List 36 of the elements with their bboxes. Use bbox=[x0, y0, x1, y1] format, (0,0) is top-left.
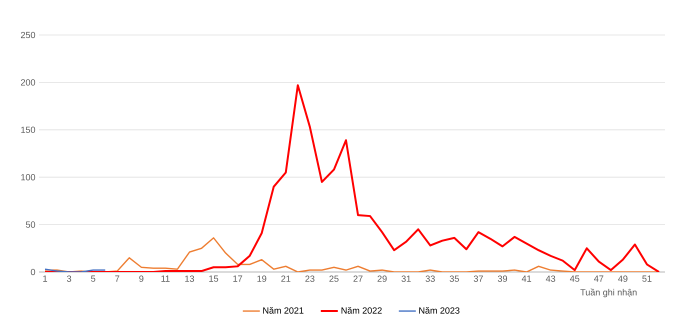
x-tick-label: 35 bbox=[450, 276, 459, 282]
y-tick-label: 200 bbox=[20, 79, 36, 86]
x-tick-label: 31 bbox=[402, 276, 411, 282]
x-tick-label: 9 bbox=[139, 276, 144, 282]
x-tick-label: 37 bbox=[474, 276, 483, 282]
x-tick-label: 47 bbox=[594, 276, 604, 282]
x-tick-label: 49 bbox=[618, 276, 628, 282]
x-tick-label: 17 bbox=[233, 276, 242, 282]
x-tick-label: 11 bbox=[161, 276, 170, 282]
x-axis-title: Tuần ghi nhận bbox=[580, 288, 637, 298]
x-tick-label: 23 bbox=[305, 276, 314, 282]
y-tick-label: 250 bbox=[20, 32, 36, 38]
legend-label: Năm 2022 bbox=[342, 307, 382, 314]
x-tick-label: 25 bbox=[329, 276, 339, 282]
x-tick-label: 45 bbox=[570, 276, 580, 282]
y-tick-label: 100 bbox=[21, 174, 36, 180]
x-tick-label: 21 bbox=[281, 276, 290, 282]
x-tick-label: 19 bbox=[257, 276, 266, 282]
x-tick-label: 7 bbox=[115, 276, 120, 282]
x-tick-label: 43 bbox=[546, 276, 556, 282]
x-tick-label: 13 bbox=[185, 276, 194, 282]
x-tick-label: 39 bbox=[498, 276, 508, 282]
x-tick-label: 51 bbox=[642, 276, 652, 282]
y-tick-label: 50 bbox=[26, 221, 36, 228]
legend-label: Năm 2021 bbox=[263, 307, 304, 314]
x-tick-label: 15 bbox=[209, 276, 218, 282]
x-tick-label: 29 bbox=[378, 276, 387, 282]
y-tick-label: 0 bbox=[30, 268, 36, 276]
legend-label: Năm 2023 bbox=[419, 307, 460, 314]
x-tick-label: 27 bbox=[353, 276, 363, 282]
x-tick-label: 3 bbox=[66, 276, 72, 282]
x-tick-label: 33 bbox=[426, 276, 435, 282]
x-tick-label: 41 bbox=[522, 276, 532, 282]
x-tick-label: 5 bbox=[91, 276, 96, 282]
y-tick-label: 150 bbox=[21, 126, 36, 133]
x-tick-label: 1 bbox=[43, 276, 48, 282]
